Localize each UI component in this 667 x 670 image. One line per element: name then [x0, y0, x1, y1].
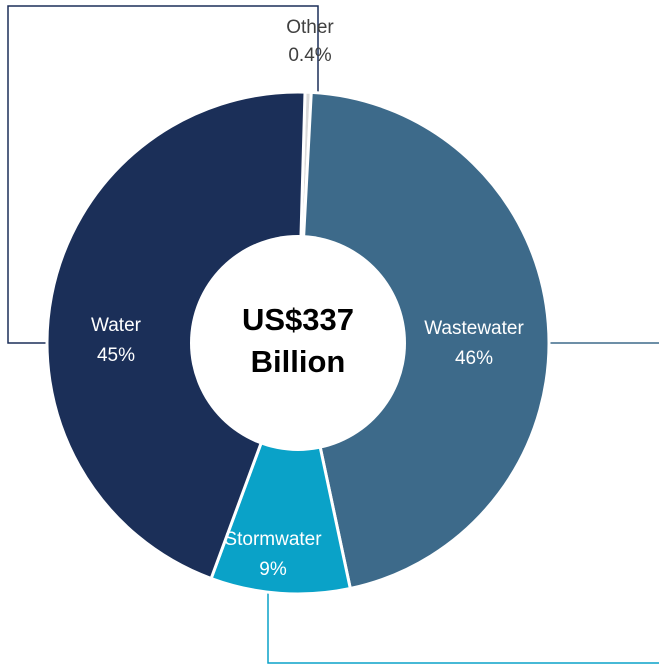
- center-label-line-1: US$337: [242, 302, 354, 337]
- slice-label-water: Water: [91, 315, 142, 336]
- leader-line-water: [7, 5, 319, 344]
- slice-label-other: Other: [286, 17, 334, 38]
- donut-slices: [45, 90, 551, 596]
- slice-value-water: 45%: [97, 345, 135, 366]
- slice-stormwater: [209, 341, 352, 596]
- slice-label-wastewater: Wastewater: [424, 318, 524, 339]
- center-label-line-2: Billion: [251, 344, 346, 379]
- slice-value-wastewater: 46%: [455, 348, 493, 369]
- slice-water: [45, 90, 307, 580]
- slice-value-stormwater: 9%: [259, 559, 287, 580]
- slice-wastewater: [296, 90, 551, 590]
- leader-line-stormwater: [267, 593, 659, 664]
- slice-value-other: 0.4%: [288, 45, 331, 66]
- donut-hole: [190, 235, 406, 451]
- slice-label-stormwater: Stormwater: [224, 529, 322, 550]
- leader-lines: [7, 5, 659, 664]
